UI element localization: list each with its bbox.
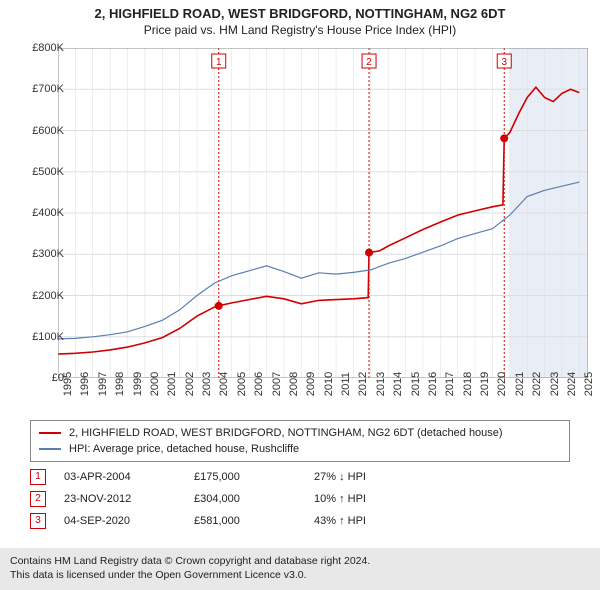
legend-item-hpi: HPI: Average price, detached house, Rush…	[39, 441, 561, 457]
x-tick-label: 2025	[583, 372, 595, 396]
svg-text:1: 1	[216, 57, 222, 68]
x-tick-label: 2015	[410, 372, 422, 396]
x-tick-label: 2012	[357, 372, 369, 396]
marker-price: £581,000	[194, 515, 314, 527]
y-tick-label: £600K	[32, 125, 64, 137]
svg-text:3: 3	[501, 57, 507, 68]
marker-number-box: 2	[30, 491, 46, 507]
x-tick-label: 1997	[97, 372, 109, 396]
marker-price: £304,000	[194, 493, 314, 505]
x-tick-label: 1995	[62, 372, 74, 396]
marker-date: 03-APR-2004	[64, 471, 194, 483]
x-tick-label: 2018	[462, 372, 474, 396]
x-tick-label: 2016	[427, 372, 439, 396]
page: 2, HIGHFIELD ROAD, WEST BRIDGFORD, NOTTI…	[0, 0, 600, 590]
legend: 2, HIGHFIELD ROAD, WEST BRIDGFORD, NOTTI…	[30, 420, 570, 462]
x-tick-label: 2013	[375, 372, 387, 396]
x-tick-label: 1996	[79, 372, 91, 396]
marker-number-box: 1	[30, 469, 46, 485]
x-tick-label: 2024	[566, 372, 578, 396]
x-tick-label: 2005	[236, 372, 248, 396]
marker-row: 2 23-NOV-2012 £304,000 10% ↑ HPI	[30, 488, 570, 510]
x-tick-label: 2007	[271, 372, 283, 396]
y-tick-label: £300K	[32, 248, 64, 260]
chart-subtitle: Price paid vs. HM Land Registry's House …	[0, 21, 600, 41]
marker-table: 1 03-APR-2004 £175,000 27% ↓ HPI 2 23-NO…	[30, 466, 570, 532]
x-tick-label: 2019	[479, 372, 491, 396]
x-tick-label: 2001	[166, 372, 178, 396]
x-tick-label: 2011	[340, 372, 352, 396]
x-tick-label: 2017	[444, 372, 456, 396]
x-tick-label: 2009	[305, 372, 317, 396]
x-tick-label: 2010	[323, 372, 335, 396]
x-tick-label: 2006	[253, 372, 265, 396]
x-tick-label: 2020	[496, 372, 508, 396]
marker-number-box: 3	[30, 513, 46, 529]
y-tick-label: £500K	[32, 166, 64, 178]
svg-text:2: 2	[366, 57, 372, 68]
x-tick-label: 2002	[184, 372, 196, 396]
marker-diff: 27% ↓ HPI	[314, 471, 366, 483]
legend-item-price-paid: 2, HIGHFIELD ROAD, WEST BRIDGFORD, NOTTI…	[39, 425, 561, 441]
chart-title: 2, HIGHFIELD ROAD, WEST BRIDGFORD, NOTTI…	[0, 0, 600, 21]
x-tick-label: 2000	[149, 372, 161, 396]
x-tick-label: 2021	[514, 372, 526, 396]
y-tick-label: £800K	[32, 42, 64, 54]
legend-label: HPI: Average price, detached house, Rush…	[69, 443, 299, 455]
x-tick-label: 2014	[392, 372, 404, 396]
marker-date: 23-NOV-2012	[64, 493, 194, 505]
footer-line: This data is licensed under the Open Gov…	[10, 568, 590, 582]
chart-svg: 1 2 3	[58, 48, 588, 378]
x-tick-label: 2008	[288, 372, 300, 396]
legend-label: 2, HIGHFIELD ROAD, WEST BRIDGFORD, NOTTI…	[69, 427, 503, 439]
marker-row: 3 04-SEP-2020 £581,000 43% ↑ HPI	[30, 510, 570, 532]
marker-date: 04-SEP-2020	[64, 515, 194, 527]
y-tick-label: £400K	[32, 207, 64, 219]
legend-swatch	[39, 448, 61, 450]
x-tick-label: 2004	[218, 372, 230, 396]
marker-diff: 43% ↑ HPI	[314, 515, 366, 527]
x-tick-label: 2022	[531, 372, 543, 396]
footer-line: Contains HM Land Registry data © Crown c…	[10, 554, 590, 568]
legend-swatch	[39, 432, 61, 434]
marker-price: £175,000	[194, 471, 314, 483]
marker-diff: 10% ↑ HPI	[314, 493, 366, 505]
x-tick-label: 2023	[549, 372, 561, 396]
footer: Contains HM Land Registry data © Crown c…	[0, 548, 600, 590]
y-tick-label: £700K	[32, 83, 64, 95]
x-tick-label: 1999	[132, 372, 144, 396]
x-tick-label: 2003	[201, 372, 213, 396]
x-tick-label: 1998	[114, 372, 126, 396]
chart-area: 1 2 3	[58, 48, 588, 378]
y-tick-label: £200K	[32, 290, 64, 302]
marker-row: 1 03-APR-2004 £175,000 27% ↓ HPI	[30, 466, 570, 488]
y-tick-label: £100K	[32, 331, 64, 343]
